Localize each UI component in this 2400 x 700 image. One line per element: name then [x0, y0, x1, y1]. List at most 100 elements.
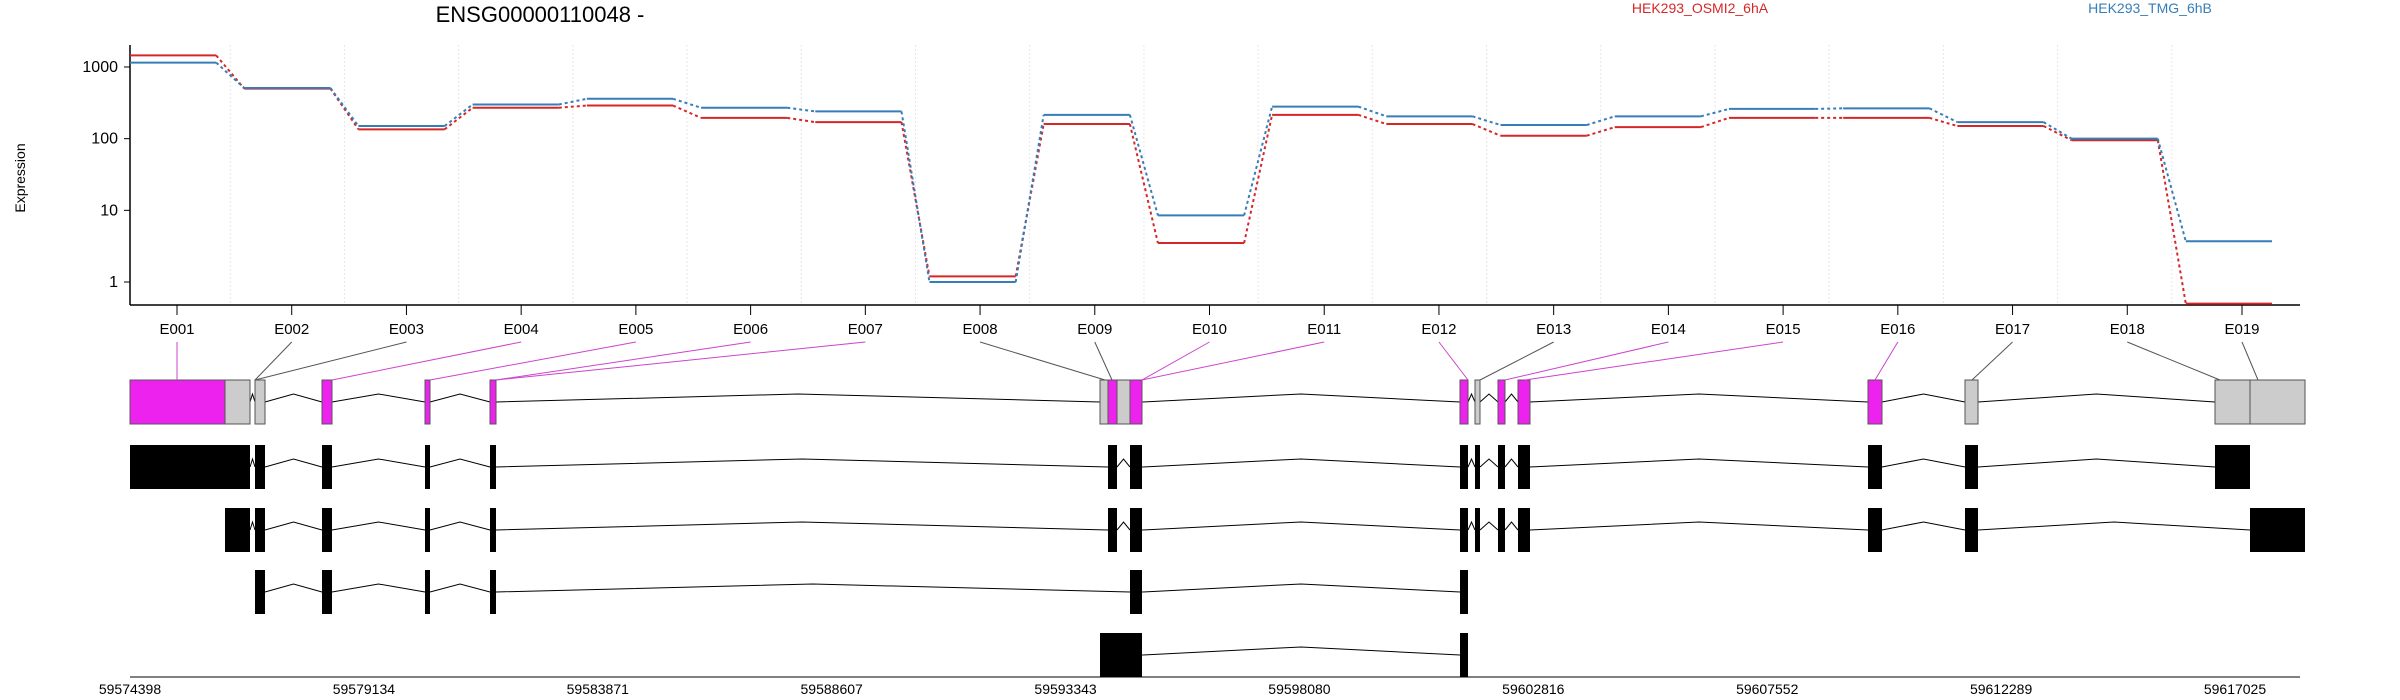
transcript-exon — [1460, 570, 1468, 614]
transcript-intron — [1881, 521, 1966, 531]
transcript-intron — [429, 521, 491, 531]
x-tick-label: E018 — [2110, 321, 2145, 338]
transcript-exon — [1108, 445, 1117, 489]
transcript-intron — [1504, 458, 1519, 468]
exon-box — [1867, 379, 1883, 425]
genomic-tick-label: 59579134 — [333, 681, 396, 697]
genomic-tick-label: 59598080 — [1268, 681, 1331, 697]
transcript-intron — [264, 458, 323, 468]
genomic-tick-label: 59612289 — [1970, 681, 2033, 697]
transcript-exon — [1100, 633, 1142, 677]
transcript-intron — [1116, 458, 1131, 468]
series-connector — [1700, 116, 1730, 129]
series-connector — [558, 104, 587, 109]
exon-box — [1497, 379, 1506, 425]
intron-line — [1529, 393, 1869, 403]
transcript-exon — [322, 508, 332, 552]
transcript-intron — [264, 583, 323, 593]
transcript-intron — [1479, 521, 1499, 531]
intron-line — [1141, 393, 1461, 403]
exon-box — [1459, 379, 1469, 425]
series-connector — [1128, 114, 1159, 216]
exon-box — [1116, 379, 1131, 425]
intron-line — [429, 393, 491, 403]
series-connector — [1928, 107, 1958, 124]
transcript-intron — [249, 457, 256, 468]
x-tick-label: E007 — [848, 321, 883, 338]
series-connector — [672, 104, 702, 119]
transcript-exon — [1868, 445, 1882, 489]
transcript-intron — [495, 458, 1109, 468]
transcript-exon — [1868, 508, 1882, 552]
transcript-intron — [1881, 458, 1966, 468]
x-tick-label: E010 — [1192, 321, 1227, 338]
intron-line — [1977, 393, 2216, 403]
exon-connector — [254, 341, 407, 381]
transcript-exon — [1460, 445, 1468, 489]
transcript-exon — [490, 570, 496, 614]
intron-line — [264, 393, 323, 403]
transcript-intron — [1116, 521, 1131, 531]
transcript-intron — [264, 521, 323, 531]
exon-connector — [1524, 341, 1784, 381]
intron-line — [1479, 393, 1499, 403]
transcript-exon — [1518, 508, 1530, 552]
x-tick-label: E017 — [1995, 321, 2030, 338]
exon-box — [224, 379, 251, 425]
exon-connector — [331, 341, 522, 381]
transcript-intron — [1141, 458, 1461, 468]
transcript-exon — [425, 508, 430, 552]
transcript-intron — [1141, 583, 1461, 593]
exon-box — [129, 379, 226, 425]
genomic-tick-label: 59574398 — [99, 681, 162, 697]
x-tick-label: E014 — [1651, 321, 1686, 338]
series-connector — [1243, 106, 1274, 216]
series-connector — [900, 121, 931, 277]
legend-series-a: HEK293_OSMI2_6hA — [1631, 0, 1769, 16]
exon-connector — [2127, 341, 2221, 381]
transcript-exon — [130, 445, 250, 489]
y-tick-label: 10 — [100, 202, 118, 219]
exon-box — [1107, 379, 1118, 425]
intron-line — [1881, 393, 1966, 403]
transcript-exon — [255, 445, 265, 489]
transcript-exon — [322, 445, 332, 489]
transcript-exon — [2250, 508, 2305, 552]
transcript-intron — [331, 521, 426, 531]
exon-box — [1517, 379, 1531, 425]
series-connector — [1472, 115, 1501, 126]
exon-connector — [495, 341, 866, 381]
x-tick-label: E002 — [274, 321, 309, 338]
transcript-intron — [1977, 458, 2216, 468]
exon-connector — [1971, 341, 2013, 381]
series-connector — [215, 61, 245, 89]
x-tick-label: E001 — [159, 321, 194, 338]
exon-box — [321, 379, 333, 425]
transcript-exon — [425, 445, 430, 489]
transcript-intron — [1141, 521, 1461, 531]
transcript-intron — [1479, 458, 1499, 468]
transcript-intron — [495, 583, 1131, 593]
transcript-intron — [1977, 521, 2251, 531]
genomic-tick-label: 59602816 — [1502, 681, 1565, 697]
series-connector — [1929, 116, 1958, 128]
transcript-exon — [1498, 508, 1505, 552]
transcript-intron — [429, 583, 491, 593]
y-tick-label: 1000 — [82, 59, 118, 76]
series-connector — [1700, 107, 1730, 118]
transcript-exon — [255, 570, 265, 614]
transcript-exon — [490, 445, 496, 489]
series-connector — [1815, 107, 1844, 110]
series-connector — [787, 106, 816, 113]
exon-box — [2249, 379, 2306, 425]
exon-connector — [1479, 341, 1554, 381]
transcript-exon — [1460, 633, 1468, 677]
exon-connector — [254, 341, 293, 381]
transcript-exon — [1965, 508, 1978, 552]
exon-box — [254, 379, 266, 425]
transcript-intron — [331, 458, 426, 468]
transcript-intron — [1529, 521, 1869, 531]
transcript-intron — [1141, 646, 1461, 656]
genomic-tick-label: 59617025 — [2204, 681, 2267, 697]
